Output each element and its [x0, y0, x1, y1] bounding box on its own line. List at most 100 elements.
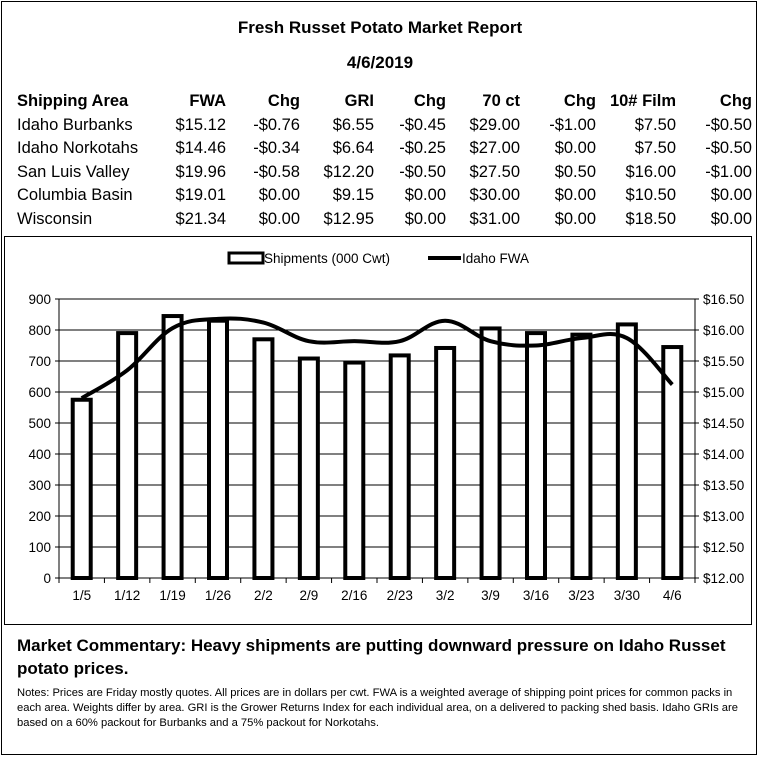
idaho-fwa-line — [80, 316, 674, 400]
table-cell: -$0.50 — [399, 162, 446, 181]
column-header: Chg — [563, 92, 596, 111]
x-tick-label: 2/2 — [254, 588, 273, 603]
table-cell: Idaho Norkotahs — [17, 139, 139, 158]
shipment-bar — [161, 314, 184, 581]
table-cell: $7.50 — [634, 139, 676, 158]
table-cell: $27.00 — [469, 139, 520, 158]
column-header: 10# Film — [609, 92, 676, 111]
right-tick-label: $16.50 — [703, 292, 744, 307]
table-cell: $0.00 — [554, 139, 596, 158]
right-tick-label: $13.00 — [703, 509, 744, 524]
table-cell: -$0.50 — [705, 139, 752, 158]
table-cell: $15.12 — [175, 115, 226, 134]
table-cell: $31.00 — [469, 209, 520, 228]
table-row: Idaho Norkotahs $14.46 -$0.34 $6.64 -$0.… — [14, 137, 752, 161]
table-cell: Columbia Basin — [17, 186, 133, 205]
left-tick-label: 200 — [28, 509, 51, 524]
table-cell: Idaho Burbanks — [17, 115, 133, 134]
market-commentary: Market Commentary: Heavy shipments are p… — [17, 636, 726, 678]
x-tick-label: 3/16 — [523, 588, 549, 603]
table-cell: $18.50 — [625, 209, 676, 228]
table-row: Wisconsin $21.34 $0.00 $12.95 $0.00 $31.… — [14, 208, 752, 232]
table-cell: $0.00 — [554, 186, 596, 205]
shipment-bar — [343, 360, 366, 580]
legend-label-fwa: Idaho FWA — [462, 251, 529, 266]
column-header: Chg — [719, 92, 752, 111]
table-cell: -$0.76 — [253, 115, 300, 134]
table-cell: -$0.58 — [253, 162, 300, 181]
table-cell: $6.55 — [332, 115, 374, 134]
table-cell: $30.00 — [469, 186, 520, 205]
table-cell: $0.00 — [554, 209, 596, 228]
column-header: FWA — [189, 92, 226, 111]
column-header: Chg — [267, 92, 300, 111]
x-tick-label: 1/19 — [159, 588, 185, 603]
table-cell: $0.00 — [258, 209, 300, 228]
x-tick-label: 2/16 — [341, 588, 367, 603]
left-tick-label: 500 — [28, 416, 51, 431]
shipments-fwa-chart: 0 100 200 300 400 500 600 700 800 900 $12.00 $12.50… — [28, 251, 744, 603]
legend: Shipments (000 Cwt) Idaho FWA — [227, 251, 529, 266]
table-cell: -$1.00 — [705, 162, 752, 181]
table-cell: $9.15 — [332, 186, 374, 205]
legend-swatch-shipments — [227, 251, 265, 265]
shipment-bar — [570, 332, 593, 581]
right-tick-label: $12.00 — [703, 571, 744, 586]
shipment-bar — [297, 356, 320, 580]
right-tick-label: $14.00 — [703, 447, 744, 462]
shipment-bar — [479, 326, 502, 580]
table-row: Columbia Basin $19.01 $0.00 $9.15 $0.00 … — [14, 184, 752, 208]
x-tick-label: 3/9 — [481, 588, 500, 603]
right-tick-label: $15.50 — [703, 354, 744, 369]
table-cell: $19.96 — [175, 162, 226, 181]
table-header-row: Shipping Area FWA Chg GRI Chg 70 ct Chg … — [14, 90, 752, 114]
column-header: GRI — [344, 92, 374, 111]
legend-label-shipments: Shipments (000 Cwt) — [264, 251, 390, 266]
table-cell: -$0.45 — [399, 115, 446, 134]
table-row: San Luis Valley $19.96 -$0.58 $12.20 -$0… — [14, 161, 752, 185]
table-cell: $21.34 — [175, 209, 226, 228]
shipment-bar — [525, 331, 547, 580]
table-cell: -$0.25 — [399, 139, 446, 158]
x-tick-label: 3/2 — [436, 588, 455, 603]
table-cell: $0.00 — [404, 209, 446, 228]
column-header: Chg — [413, 92, 446, 111]
table-cell: Wisconsin — [17, 209, 93, 228]
shipment-bar — [252, 337, 275, 580]
table-cell: $10.50 — [625, 186, 676, 205]
x-tick-label: 1/12 — [114, 588, 140, 603]
right-tick-label: $14.50 — [703, 416, 744, 431]
left-tick-label: 800 — [28, 323, 51, 338]
table-cell: $27.50 — [469, 162, 520, 181]
x-tick-label: 4/6 — [663, 588, 682, 603]
x-tick-label: 3/23 — [568, 588, 594, 603]
table-cell: -$1.00 — [549, 115, 596, 134]
shipment-bar — [70, 397, 93, 580]
left-tick-label: 400 — [28, 447, 51, 462]
table-cell: $0.50 — [554, 162, 596, 181]
notes: Notes: Prices are Friday mostly quotes. … — [17, 687, 738, 729]
x-tick-label: 1/26 — [205, 588, 231, 603]
x-tick-label: 2/9 — [299, 588, 318, 603]
chart-container: 0 100 200 300 400 500 600 700 800 900 $12.00 $12.50… — [4, 236, 752, 625]
left-tick-label: 300 — [28, 478, 51, 493]
table-cell: $6.64 — [332, 139, 374, 158]
table-cell: $0.00 — [404, 186, 446, 205]
shipment-bar — [615, 322, 638, 580]
table-cell: $16.00 — [625, 162, 676, 181]
table-cell: $12.95 — [323, 209, 374, 228]
table-cell: $0.00 — [258, 186, 300, 205]
left-tick-label: 100 — [28, 540, 51, 555]
left-tick-label: 900 — [28, 292, 51, 307]
shipments-bars — [70, 314, 684, 581]
left-tick-label: 0 — [43, 571, 51, 586]
table-cell: San Luis Valley — [17, 162, 130, 181]
report-date: 4/6/2019 — [346, 53, 414, 72]
column-header: 70 ct — [482, 92, 520, 111]
column-header: Shipping Area — [17, 92, 129, 111]
right-tick-label: $16.00 — [703, 323, 744, 338]
left-tick-label: 700 — [28, 354, 51, 369]
table-cell: $0.00 — [710, 209, 752, 228]
x-tick-label: 1/5 — [72, 588, 91, 603]
